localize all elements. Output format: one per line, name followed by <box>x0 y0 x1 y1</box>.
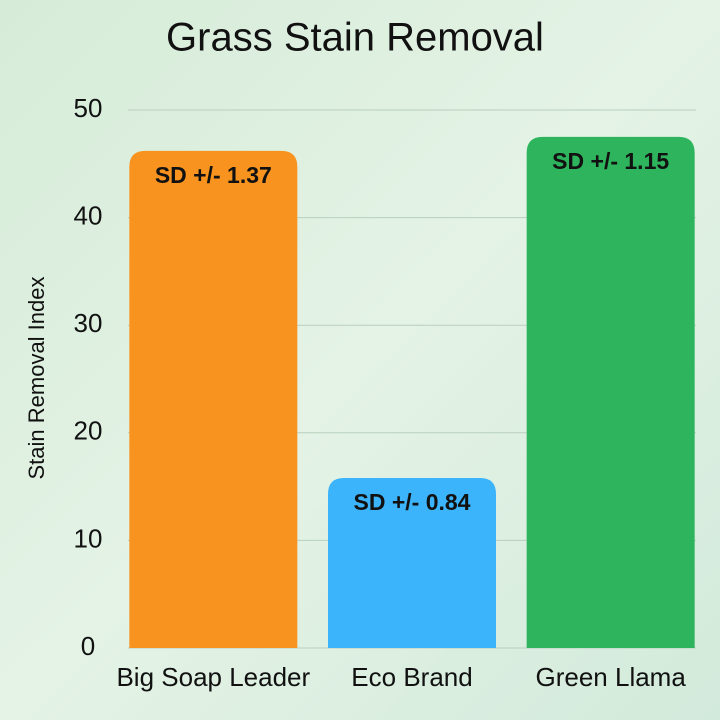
chart-title: Grass Stain Removal <box>166 16 544 60</box>
y-tick-label: 0 <box>81 631 95 661</box>
bar <box>129 150 298 648</box>
y-tick-label: 20 <box>74 416 103 446</box>
y-tick-label: 40 <box>74 200 103 230</box>
x-tick-label: Green Llama <box>536 662 687 692</box>
y-tick-label: 10 <box>74 523 103 553</box>
y-tick-label: 50 <box>74 93 103 123</box>
bar <box>328 477 496 648</box>
y-tick-label: 30 <box>74 308 103 338</box>
x-tick-label: Big Soap Leader <box>116 662 310 692</box>
bar-annotation: SD +/- 0.84 <box>354 489 471 515</box>
x-tick-label: Eco Brand <box>351 662 472 692</box>
bar <box>526 136 695 648</box>
bar-annotation: SD +/- 1.37 <box>155 162 272 188</box>
bar-annotation: SD +/- 1.15 <box>552 148 669 174</box>
y-axis-label: Stain Removal Index <box>24 277 49 480</box>
